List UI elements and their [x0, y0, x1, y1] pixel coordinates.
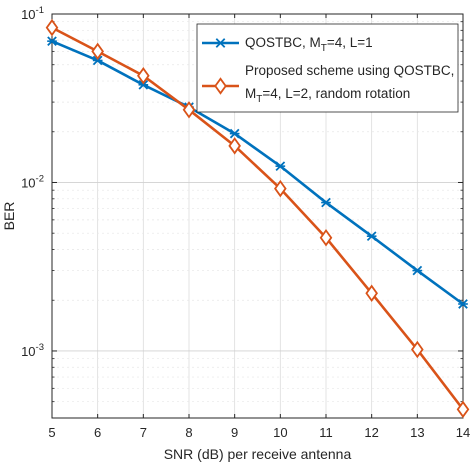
x-tick-label: 10 [273, 425, 287, 440]
data-point [275, 161, 286, 171]
legend-sample-proposed [202, 77, 239, 95]
legend-label-proposed-line2: MT=4, L=2, random rotation [245, 86, 410, 105]
data-point [228, 137, 241, 155]
x-tick-label: 8 [185, 425, 192, 440]
series-line [51, 26, 465, 411]
x-tick-label: 14 [456, 425, 470, 440]
series-1 [45, 18, 470, 419]
y-tick-label: 10-2 [21, 173, 44, 190]
legend-label-qostbc-sub: T [321, 43, 327, 54]
legend-label-proposed-line1: Proposed scheme using QOSTBC, [245, 63, 454, 78]
x-axis-title: SNR (dB) per receive antenna [164, 446, 352, 462]
legend-label-qostbc-rest: =4, L=1 [327, 35, 373, 50]
data-point [47, 36, 57, 46]
legend-box [196, 23, 459, 113]
data-point [319, 228, 333, 247]
data-point [45, 18, 59, 37]
legend-marker [214, 77, 227, 95]
data-point [365, 284, 378, 303]
x-tick-label: 12 [364, 425, 378, 440]
y-tick-label: 10-3 [21, 342, 44, 359]
data-point [138, 79, 149, 90]
series-line [51, 39, 464, 306]
x-tick-label: 6 [94, 425, 101, 440]
y-tick-label: 10-1 [21, 5, 44, 22]
legend-marker [215, 38, 226, 48]
data-point [229, 128, 240, 139]
data-point [92, 55, 103, 66]
legend-sample-qostbc [202, 38, 239, 48]
data-point [137, 67, 150, 85]
x-tick-label: 7 [140, 425, 147, 440]
data-point [182, 101, 196, 119]
data-point [91, 42, 104, 61]
x-tick-label: 13 [410, 425, 424, 440]
data-point [411, 340, 424, 359]
legend-label-qostbc: QOSTBC, MT=4, L=1 [245, 35, 373, 54]
series [45, 18, 470, 419]
plot-frame [51, 13, 464, 419]
x-tick-label: 9 [231, 425, 238, 440]
data-point [456, 400, 470, 419]
data-point [321, 197, 331, 208]
data-point [366, 231, 377, 242]
x-tick-label: 11 [319, 425, 333, 440]
y-axis-title: BER [1, 202, 17, 231]
legend-label-qostbc-main: QOSTBC, M [245, 35, 321, 50]
data-point [274, 179, 287, 198]
axes: 5 6 7 8 9 10 11 12 13 14 10-3 10-2 10-1 [21, 5, 470, 440]
legend: QOSTBC, MT=4, L=1 Proposed scheme using … [196, 23, 459, 113]
legend-label-proposed-main: M [245, 86, 256, 101]
data-point [458, 299, 468, 309]
legend-label-proposed-rest: =4, L=2, random rotation [262, 86, 410, 101]
data-point [412, 265, 423, 276]
legend-label-proposed-sub: T [256, 94, 262, 105]
x-tick-label: 5 [48, 425, 55, 440]
